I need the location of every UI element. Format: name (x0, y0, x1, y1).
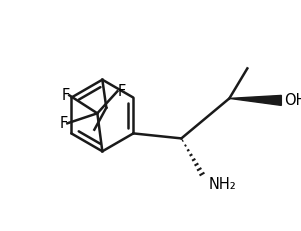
Text: OH: OH (284, 93, 301, 108)
Text: F: F (61, 88, 70, 103)
Text: F: F (59, 116, 67, 131)
Text: F: F (117, 84, 126, 99)
Polygon shape (229, 95, 281, 105)
Text: NH₂: NH₂ (208, 177, 236, 192)
